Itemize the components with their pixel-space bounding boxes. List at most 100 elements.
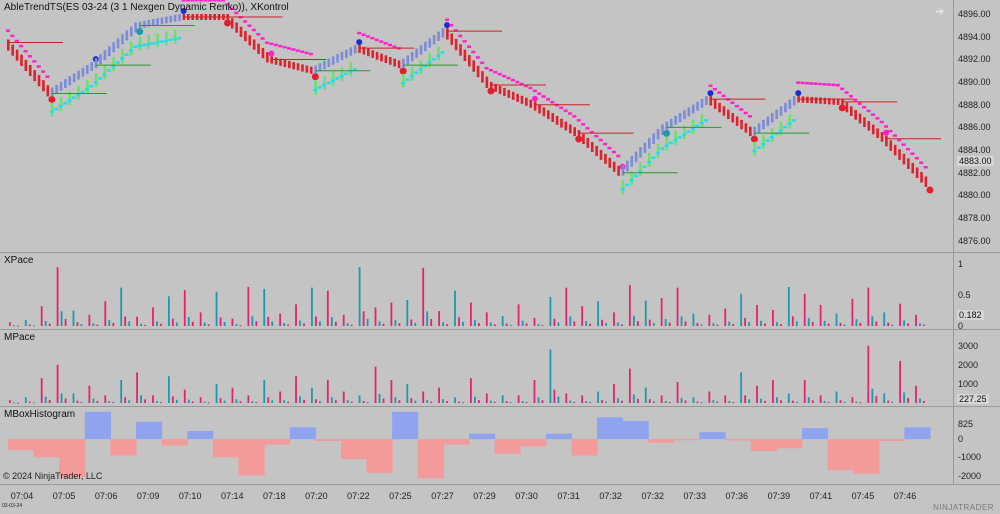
price-axis[interactable]: 4896.00 4894.00 4892.00 4890.00 4888.00 4886.… — [953, 0, 1000, 252]
signal-marker — [444, 22, 451, 29]
mpace-plot[interactable] — [0, 330, 953, 406]
mpace-bar — [501, 395, 504, 403]
mpace-bar — [394, 397, 397, 403]
signal-marker — [531, 95, 538, 102]
renko-bar — [621, 165, 625, 176]
trail-dot — [366, 35, 371, 38]
renko-bar — [665, 121, 669, 131]
renko-shadow-bar — [674, 130, 677, 145]
xpace-bar — [255, 321, 258, 326]
trail-dot — [23, 49, 28, 53]
mpace-bar — [342, 391, 345, 403]
renko-bar — [784, 102, 787, 113]
mbox-bar — [597, 417, 624, 440]
renko-shadow-bar — [656, 143, 660, 158]
mpace-bar — [350, 401, 353, 403]
renko-bar — [362, 46, 366, 55]
time-tick-label: 07:10 — [178, 491, 202, 501]
time-tick-label: 07:27 — [431, 491, 454, 501]
renko-bar — [428, 38, 432, 48]
trail-dot — [344, 72, 349, 76]
mbox-bar — [59, 439, 86, 478]
xpace-bar — [92, 323, 95, 326]
xpace-bar — [108, 319, 111, 326]
mbox-bar — [571, 439, 598, 456]
mbox-bar — [110, 439, 137, 456]
scroll-right-icon[interactable]: ➔ — [935, 6, 945, 18]
trail-dot — [286, 47, 291, 50]
mpace-bar — [442, 399, 445, 403]
mbox-axis[interactable]: 825 0 -1000 -2000 — [953, 407, 1000, 484]
trail-dot — [401, 81, 406, 85]
xpace-bar — [807, 317, 810, 326]
xpace-bar — [791, 316, 794, 326]
xpace-axis[interactable]: 1 0.5 0 0.182 — [953, 253, 1000, 331]
mpace-bar — [791, 400, 794, 403]
trail-dot — [409, 74, 414, 78]
panel-separator[interactable] — [0, 252, 1000, 253]
renko-bar — [143, 20, 146, 28]
mbox-panel[interactable]: MBoxHistogram 825 0 -1000 -2000 — [0, 407, 1000, 484]
mpace-bar — [430, 401, 433, 403]
time-axis[interactable]: 07:04 07:05 07:06 07:09 07:10 07:14 07:18 07:20… — [0, 484, 1000, 514]
mpace-bar — [708, 391, 711, 403]
trail-dot — [339, 74, 344, 78]
mpace-bar — [374, 366, 377, 403]
xpace-bar — [175, 322, 178, 326]
trail-dot — [660, 147, 665, 150]
renko-bar — [858, 113, 862, 124]
trail-dot — [642, 165, 647, 169]
mpace-bar — [183, 389, 186, 403]
renko-bar — [498, 85, 502, 94]
price-tick-label: 4892.00 — [958, 54, 991, 65]
renko-bar — [68, 76, 72, 86]
xpace-bar — [517, 304, 520, 326]
mpace-bar — [76, 400, 79, 403]
signal-marker — [48, 95, 56, 103]
renko-bar — [639, 147, 642, 158]
mpace-bar — [458, 401, 460, 403]
trail-dot — [840, 87, 845, 91]
renko-bar — [683, 110, 686, 120]
price-panel[interactable]: AbleTrendTS(ES 03-24 (3 1 Nexgen Dynamic… — [0, 0, 1000, 252]
trail-dot — [234, 11, 239, 15]
mpace-panel-title: MPace — [4, 332, 36, 343]
renko-bar — [902, 153, 906, 165]
xpace-bar — [557, 322, 560, 326]
xpace-plot[interactable] — [0, 253, 953, 329]
renko-bar — [257, 43, 260, 54]
trail-dot — [392, 45, 397, 48]
mpace-bar — [843, 401, 846, 403]
trail-dot — [831, 83, 836, 87]
trail-dot — [668, 141, 673, 145]
renko-bar — [410, 51, 414, 62]
renko-bar — [15, 49, 19, 61]
mpace-panel[interactable]: MPace 3000 2000 1000 227.25 — [0, 330, 1000, 406]
renko-bar — [920, 171, 923, 183]
xpace-bar — [438, 311, 441, 326]
panel-separator[interactable] — [0, 329, 1000, 330]
mbox-plot[interactable] — [0, 407, 953, 484]
renko-shadow-bar — [621, 180, 625, 195]
renko-bar — [353, 45, 357, 54]
mpace-axis[interactable]: 3000 2000 1000 227.25 — [953, 330, 1000, 406]
trail-dot — [203, 0, 208, 2]
panel-separator[interactable] — [0, 406, 1000, 407]
mpace-bar — [48, 400, 51, 403]
price-plot[interactable] — [0, 0, 953, 252]
trail-dot — [844, 91, 849, 94]
xpace-bar — [167, 296, 170, 326]
xpace-panel[interactable]: XPace 1 0.5 0 0.182 — [0, 253, 1000, 331]
renko-shadow-bar — [753, 141, 756, 156]
mbox-bar — [187, 430, 214, 440]
renko-bar — [24, 59, 28, 71]
trail-dot — [6, 29, 10, 33]
xpace-bar — [478, 323, 480, 326]
renko-bar — [762, 119, 765, 130]
renko-bar — [345, 49, 348, 58]
trail-dot — [480, 61, 485, 65]
xpace-bar — [823, 320, 826, 326]
renko-bar — [722, 106, 726, 116]
mpace-bar — [871, 388, 874, 403]
renko-shadow-bar — [138, 36, 142, 51]
